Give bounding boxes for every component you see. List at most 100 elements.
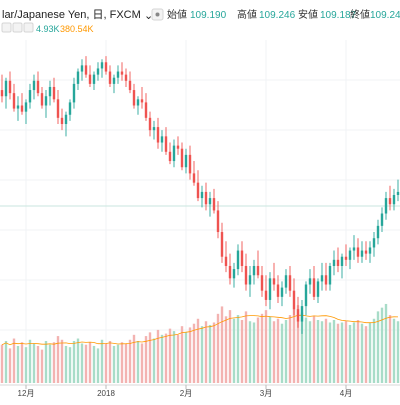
candle[interactable] [116, 65, 120, 84]
candle[interactable] [132, 83, 136, 109]
candle[interactable] [200, 185, 204, 208]
candle[interactable] [376, 219, 380, 245]
candle[interactable] [112, 74, 116, 94]
gear-icon[interactable] [12, 22, 23, 33]
candle[interactable] [384, 191, 388, 220]
candle[interactable] [72, 77, 76, 109]
candle[interactable] [76, 68, 80, 91]
candle[interactable] [380, 207, 384, 233]
candle[interactable] [288, 265, 292, 297]
candle[interactable] [152, 120, 156, 140]
candle[interactable] [136, 96, 140, 115]
candle[interactable] [88, 65, 92, 87]
candle[interactable] [212, 188, 216, 214]
candle[interactable] [28, 83, 32, 109]
candle[interactable] [324, 262, 328, 291]
candle[interactable] [396, 179, 400, 202]
candle[interactable] [356, 238, 360, 263]
candle[interactable] [236, 244, 240, 276]
candle[interactable] [240, 241, 244, 273]
candle[interactable] [392, 188, 396, 211]
candle[interactable] [96, 62, 100, 81]
symbol-title[interactable]: lar/Japanese Yen, 日, FXCM [2, 9, 141, 21]
candle[interactable] [44, 90, 48, 118]
candle[interactable] [360, 241, 364, 263]
candle[interactable] [340, 253, 344, 279]
candle[interactable] [220, 222, 224, 263]
candle[interactable] [284, 269, 288, 294]
candle[interactable] [20, 93, 24, 115]
candle[interactable] [300, 299, 304, 334]
candle[interactable] [0, 74, 4, 103]
candle[interactable] [328, 262, 332, 291]
candle[interactable] [192, 161, 196, 186]
candle[interactable] [256, 250, 260, 279]
candle[interactable] [144, 93, 148, 121]
candle[interactable] [104, 56, 108, 75]
candle[interactable] [372, 232, 376, 257]
candle[interactable] [56, 90, 60, 125]
candle[interactable] [12, 83, 16, 112]
candle[interactable] [196, 170, 200, 202]
candle[interactable] [176, 136, 180, 155]
candle[interactable] [68, 99, 72, 121]
candle[interactable] [120, 62, 124, 81]
candle[interactable] [40, 86, 44, 109]
candle[interactable] [244, 253, 248, 291]
candle[interactable] [124, 68, 128, 87]
candle[interactable] [160, 130, 164, 152]
candle[interactable] [48, 80, 52, 106]
candle[interactable] [368, 241, 372, 263]
candle[interactable] [252, 259, 256, 285]
candle[interactable] [52, 77, 56, 103]
candle[interactable] [8, 71, 12, 100]
candle[interactable] [16, 96, 20, 121]
symbol-menu-chevron[interactable]: ⌄ [144, 10, 153, 22]
candle[interactable] [36, 71, 40, 97]
candle[interactable] [296, 296, 300, 328]
candle[interactable] [32, 74, 36, 100]
candle[interactable] [24, 99, 28, 125]
candle[interactable] [180, 142, 184, 171]
candle[interactable] [260, 265, 264, 297]
candle[interactable] [232, 262, 236, 288]
candle[interactable] [208, 191, 212, 217]
candle[interactable] [304, 281, 308, 316]
candle[interactable] [108, 65, 112, 87]
candle[interactable] [216, 201, 220, 239]
candle[interactable] [388, 185, 392, 211]
candle[interactable] [336, 247, 340, 273]
candle[interactable] [64, 111, 68, 137]
candle[interactable] [148, 111, 152, 137]
candle[interactable] [140, 86, 144, 109]
candle[interactable] [80, 59, 84, 81]
candle[interactable] [224, 241, 228, 273]
eye-icon[interactable] [1, 22, 12, 33]
candle[interactable] [352, 235, 356, 260]
candle[interactable] [280, 281, 284, 307]
candle[interactable] [248, 265, 252, 297]
candle[interactable] [364, 241, 368, 260]
candle[interactable] [344, 244, 348, 266]
candle[interactable] [348, 247, 352, 270]
candle[interactable] [172, 139, 176, 168]
candle[interactable] [204, 182, 208, 211]
candle[interactable] [60, 108, 64, 131]
candle[interactable] [268, 272, 272, 310]
candle[interactable] [272, 262, 276, 291]
candle[interactable] [128, 71, 132, 94]
candle[interactable] [100, 59, 104, 78]
candle[interactable] [84, 56, 88, 78]
candle[interactable] [320, 262, 324, 291]
candle[interactable] [168, 142, 172, 165]
candle[interactable] [156, 117, 160, 149]
candle[interactable] [276, 275, 280, 304]
candle[interactable] [292, 278, 296, 316]
candle[interactable] [92, 71, 96, 91]
candle[interactable] [4, 77, 8, 109]
candle[interactable] [164, 127, 168, 155]
close-icon[interactable] [23, 22, 34, 33]
candle[interactable] [228, 253, 232, 285]
candle[interactable] [264, 275, 268, 307]
